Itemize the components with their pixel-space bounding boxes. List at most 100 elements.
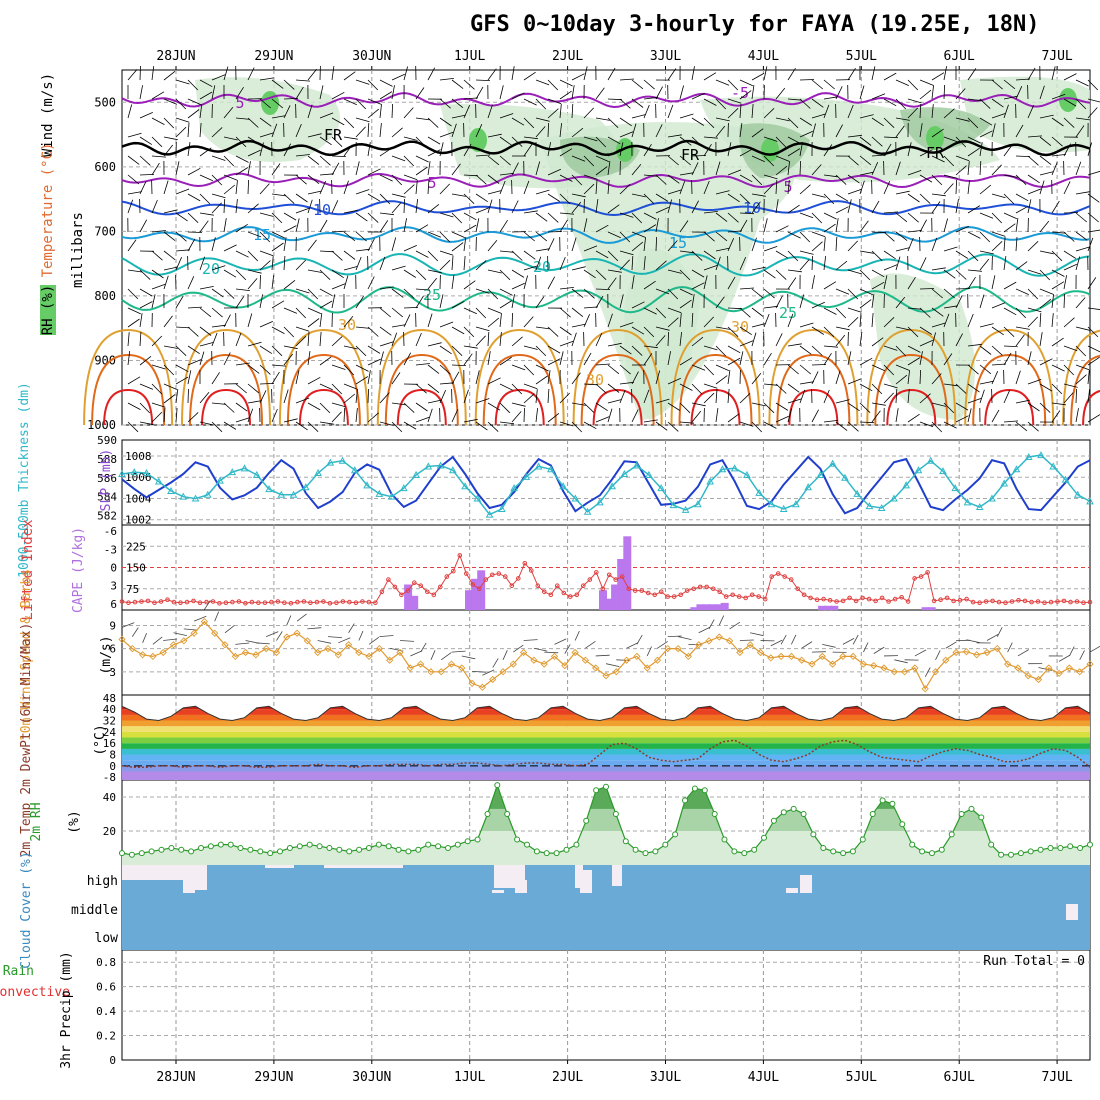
wind-speed-marker	[221, 641, 229, 649]
wind-barb	[559, 123, 562, 138]
wind-barb	[439, 321, 454, 328]
wind-barb	[799, 364, 812, 375]
lifted-index-marker	[223, 600, 229, 606]
lifted-index-marker	[529, 568, 534, 573]
wind-barb	[1039, 171, 1054, 176]
wind-barb-10m	[894, 659, 908, 664]
wind-speed-marker	[1045, 664, 1053, 672]
wind-barb	[535, 79, 550, 86]
wind-barb	[163, 315, 173, 328]
wind-barb	[523, 250, 536, 260]
wind-barb	[895, 296, 906, 309]
wind-speed-marker	[283, 633, 291, 641]
lifted-index-marker	[256, 600, 261, 606]
wind-barb	[247, 149, 261, 157]
wind-barb	[283, 237, 287, 252]
wind-barb	[895, 247, 910, 252]
temp-tick-label: 8	[109, 749, 116, 762]
rh-marker	[751, 846, 758, 853]
wind-barb	[1015, 236, 1018, 252]
wind-barb	[1063, 345, 1078, 352]
wind-barb	[127, 69, 138, 81]
wind-barb	[1039, 298, 1052, 309]
wind-barb	[979, 323, 994, 328]
wind-barb	[427, 203, 440, 214]
wind-barb	[163, 209, 178, 214]
wind-speed-marker	[386, 656, 394, 664]
wind-barb	[739, 123, 743, 138]
wind-barb	[343, 180, 349, 195]
wind-barb	[883, 98, 897, 107]
wind-barb	[859, 85, 865, 100]
wind-barb-10m	[966, 639, 980, 644]
wind-barb	[403, 402, 415, 413]
wind-barb	[475, 86, 484, 100]
wind-barb	[799, 142, 803, 157]
wind-barb	[511, 402, 526, 407]
wind-barb	[499, 332, 502, 347]
contour-label: 5	[427, 174, 436, 192]
lifted-index-marker	[126, 600, 131, 606]
wind-barb	[691, 383, 703, 395]
wind-speed-marker	[1065, 664, 1074, 672]
temp-tick-label: -8	[103, 771, 116, 784]
lifted-index-marker	[308, 600, 313, 606]
wind-barb	[739, 340, 754, 347]
thickness-marker	[559, 482, 567, 490]
wind-barb	[895, 364, 910, 371]
lifted-index-marker	[814, 597, 820, 603]
wind-barb	[199, 147, 212, 157]
wind-barb	[295, 421, 308, 431]
wind-barb	[571, 307, 584, 318]
wind-barb	[415, 332, 422, 347]
wind-speed-marker	[725, 637, 734, 645]
wind-barb	[1003, 95, 1018, 100]
wind-barb	[991, 345, 1003, 356]
wind-barb	[1039, 220, 1050, 233]
wind-barb	[175, 364, 189, 373]
wind-barb	[895, 374, 908, 385]
wind-barb	[1003, 307, 1017, 316]
wind-barb	[511, 269, 525, 278]
axis-labels: Wind (m/s)Temperature (°C)RH (%)millibar…	[0, 73, 114, 1069]
wind-barb	[391, 237, 397, 252]
millibars-axis-label: millibars	[70, 212, 86, 288]
wind-speed-marker	[695, 641, 703, 649]
wind-barb	[127, 269, 142, 273]
wind-barb	[775, 269, 787, 280]
wind-barb	[931, 421, 943, 433]
thickness-marker	[154, 477, 163, 485]
wind-barb	[607, 408, 613, 423]
wind-barb	[859, 299, 872, 309]
wind-barb-10m	[131, 627, 139, 637]
wind-barb	[715, 256, 721, 271]
surface-temperature-contour	[788, 388, 839, 426]
wind-barb	[1051, 250, 1063, 262]
wind-barb	[943, 421, 957, 429]
thickness-marker	[1000, 479, 1009, 487]
wind-barb	[535, 189, 550, 195]
wind-speed-marker	[808, 660, 816, 668]
wind-barb	[499, 356, 512, 366]
wind-barb	[811, 345, 823, 356]
thickness-marker	[1049, 462, 1058, 470]
wind-barb	[895, 231, 908, 241]
wind-barb	[607, 161, 611, 176]
lifted-index-marker	[249, 599, 255, 605]
rh-marker	[326, 845, 333, 851]
wind-barb	[763, 136, 778, 142]
lifted-index-marker	[788, 577, 794, 582]
rh-marker	[662, 841, 669, 848]
wind-barb	[355, 326, 370, 329]
wind-barb	[679, 357, 693, 366]
rh-marker	[563, 846, 570, 853]
wind-barb	[703, 98, 717, 106]
surface-temperature-contour	[376, 328, 467, 426]
wind-barb	[967, 68, 977, 81]
wind-barb	[895, 408, 899, 423]
wind-barb	[679, 155, 692, 166]
wind-barb	[343, 136, 358, 140]
wind-barb	[1015, 193, 1029, 202]
